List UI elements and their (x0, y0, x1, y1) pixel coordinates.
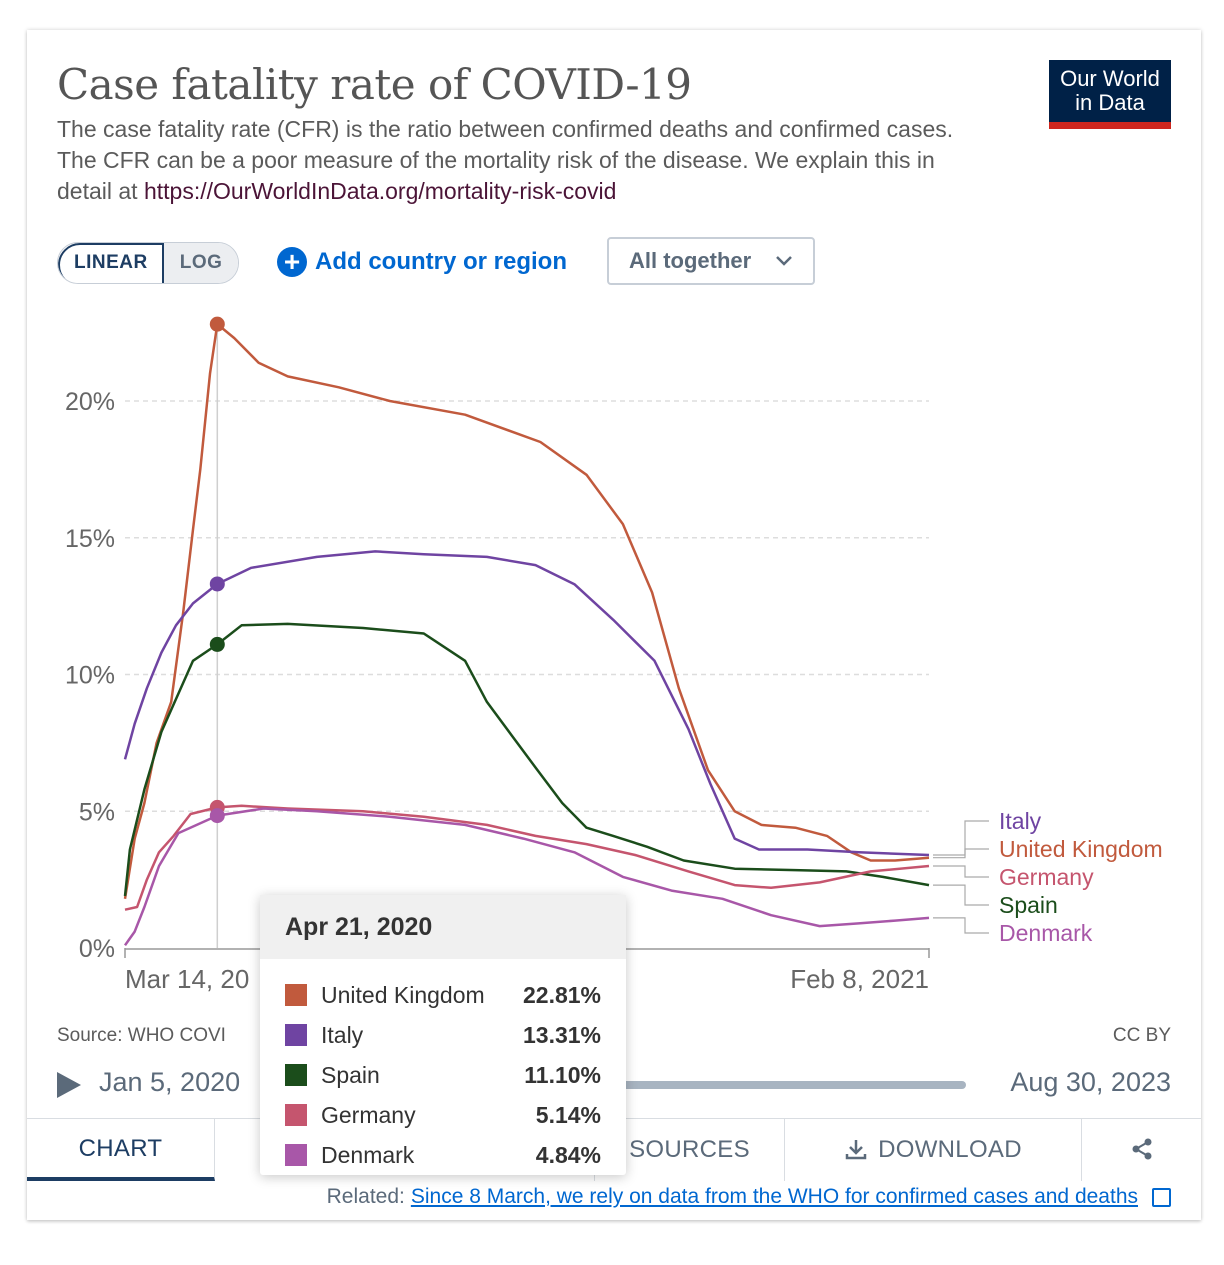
tooltip-swatch (285, 1024, 307, 1046)
legend-label-united-kingdom: United Kingdom (999, 836, 1163, 862)
tooltip-row: United Kingdom 22.81% (285, 975, 601, 1015)
tab-sources-label: SOURCES (629, 1136, 750, 1163)
tooltip-swatch (285, 1144, 307, 1166)
y-tick-label: 0% (79, 935, 115, 963)
chart-subtitle: The case fatality rate (CFR) is the rati… (57, 114, 987, 207)
tooltip-swatch (285, 1104, 307, 1126)
chart-title: Case fatality rate of COVID-19 (57, 60, 692, 109)
series-line-spain (123, 622, 930, 897)
legend-label-italy: Italy (999, 808, 1042, 834)
tooltip-date: Apr 21, 2020 (260, 895, 626, 959)
legend-connector (933, 848, 989, 859)
tooltip-series-value: 11.10% (524, 1061, 601, 1088)
tooltip-row: Spain 11.10% (285, 1055, 601, 1095)
plus-circle-icon: + (277, 247, 307, 277)
log-button[interactable]: LOG (163, 243, 239, 283)
external-link-icon[interactable] (1152, 1187, 1171, 1207)
related-line: Related: Since 8 March, we rely on data … (327, 1185, 1171, 1209)
legend-connector (933, 865, 989, 878)
timeline-end[interactable]: Aug 30, 2023 (1010, 1067, 1171, 1097)
subtitle-text: The case fatality rate (CFR) is the rati… (57, 116, 954, 204)
linear-button[interactable]: LINEAR (58, 243, 164, 283)
tab-chart[interactable]: CHART (27, 1119, 215, 1181)
y-tick-label: 10% (65, 662, 115, 690)
tooltip-series-name: Italy (321, 1021, 364, 1048)
tooltip-series-name: Spain (321, 1061, 380, 1088)
tooltip: Apr 21, 2020 United Kingdom 22.81% Italy 13… (260, 895, 626, 1175)
tooltip-series-value: 13.31% (522, 1021, 601, 1048)
tooltip-series-name: United Kingdom (321, 981, 485, 1008)
tooltip-row: Denmark 4.84% (285, 1135, 601, 1175)
legend-label-denmark: Denmark (999, 920, 1093, 946)
tooltip-swatch (285, 1064, 307, 1086)
logo-line-2: in Data (1075, 90, 1145, 115)
hover-point-united-kingdom (209, 316, 225, 332)
license-text[interactable]: CC BY (1112, 1025, 1171, 1046)
logo-line-1: Our World (1060, 66, 1160, 91)
tab-bar: CHART SOURCES DOWNLOAD (27, 1118, 1201, 1181)
scale-toggle: LINEAR LOG (57, 242, 240, 284)
y-tick-label: 20% (65, 388, 115, 416)
legend-connector (933, 884, 989, 906)
tooltip-series-value: 22.81% (522, 981, 601, 1008)
tooltip-series-name: Denmark (321, 1141, 415, 1168)
play-icon[interactable] (57, 1072, 81, 1098)
facet-label: All together (629, 248, 752, 273)
tab-download[interactable]: DOWNLOAD (785, 1119, 1082, 1181)
legend-label-spain: Spain (999, 892, 1058, 918)
x-tick-label-start: Mar 14, 20 (125, 964, 249, 994)
tooltip-row: Italy 13.31% (285, 1015, 601, 1055)
tab-share[interactable] (1082, 1119, 1201, 1181)
download-icon (845, 1140, 867, 1160)
x-tick-label-end: Feb 8, 2021 (790, 964, 929, 994)
subtitle-link[interactable]: https://OurWorldInData.org/mortality-ris… (143, 178, 617, 204)
owid-logo[interactable]: Our World in Data (1049, 60, 1171, 129)
hover-point-spain (209, 636, 225, 652)
facet-dropdown[interactable]: All together (607, 237, 815, 285)
y-tick-label: 5% (79, 798, 115, 826)
tab-download-label: DOWNLOAD (878, 1136, 1022, 1163)
legend-connector (933, 917, 989, 934)
chevron-down-icon (776, 256, 792, 266)
timeline-track[interactable] (287, 1081, 966, 1089)
timeline-start[interactable]: Jan 5, 2020 (99, 1067, 241, 1097)
add-country-button[interactable]: + Add country or region (277, 242, 567, 282)
hover-point-denmark (209, 808, 225, 824)
tooltip-series-value: 4.84% (535, 1141, 601, 1168)
legend-connector (933, 820, 989, 856)
timeline: Jan 5, 2020 Aug 30, 2023 (57, 1065, 1171, 1105)
legend-label-germany: Germany (999, 864, 1094, 890)
tab-sources[interactable]: SOURCES (595, 1119, 785, 1181)
logo-bar (1049, 122, 1171, 129)
y-tick-label: 15% (65, 525, 115, 553)
source-text[interactable]: Source: WHO COVI (57, 1025, 226, 1046)
series-line-germany (124, 804, 930, 911)
share-icon (1132, 1138, 1151, 1160)
chart-card: Case fatality rate of COVID-19 The case … (27, 30, 1201, 1220)
hover-point-italy (209, 576, 225, 592)
tooltip-series-value: 5.14% (535, 1101, 601, 1128)
series-line-denmark (123, 807, 930, 947)
add-country-label: Add country or region (315, 248, 567, 275)
series-line-italy (123, 550, 930, 857)
related-link[interactable]: Since 8 March, we rely on data from the … (410, 1185, 1138, 1208)
line-chart[interactable]: 0%5%10%15%20%Mar 14, 20 Feb 8, 2021ItalyU… (27, 30, 1201, 1020)
tooltip-series-name: Germany (321, 1101, 416, 1128)
series-line-united-kingdom (123, 322, 930, 899)
tooltip-row: Germany 5.14% (285, 1095, 601, 1135)
related-label: Related: (326, 1185, 405, 1208)
tooltip-swatch (285, 984, 307, 1006)
